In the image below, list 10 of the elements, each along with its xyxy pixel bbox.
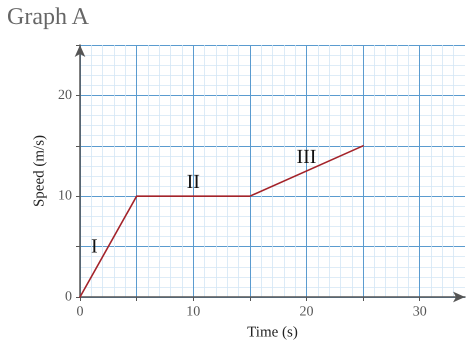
x-tick-label: 0 [76, 304, 84, 320]
y-tick-label: 10 [58, 188, 72, 204]
chart-title: Graph A [7, 4, 90, 30]
y-axis-title: Speed (m/s) [32, 134, 48, 208]
x-tick-label: 10 [186, 304, 200, 320]
y-tick-label: 20 [58, 88, 72, 103]
x-tick-label: 30 [412, 304, 427, 320]
y-tick-label: 0 [65, 290, 72, 304]
x-tick-label: 20 [299, 304, 314, 320]
x-axis-title: Time (s) [247, 324, 298, 340]
